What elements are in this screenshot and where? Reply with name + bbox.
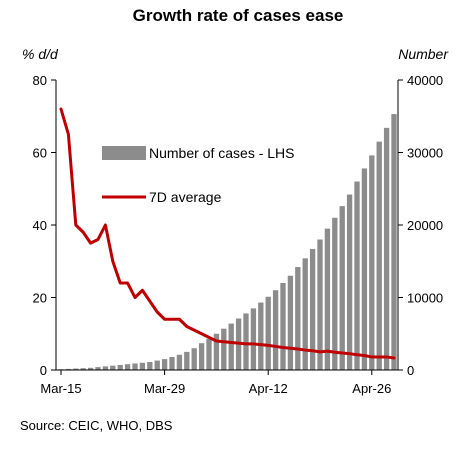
bar-42: [369, 155, 375, 370]
bar-9: [124, 364, 131, 370]
left-tick-label-20: 20: [33, 291, 47, 306]
bar-39: [346, 194, 353, 370]
left-tick-label-60: 60: [33, 146, 47, 161]
bar-18: [191, 348, 197, 370]
bar-40: [354, 181, 360, 370]
legend-label-line: 7D average: [149, 189, 222, 205]
bar-32: [295, 267, 301, 370]
bar-13: [154, 360, 160, 370]
left-axis-title: % d/d: [22, 46, 58, 62]
bar-34: [309, 248, 316, 370]
legend-swatch-bars: [102, 146, 146, 160]
bar-30: [280, 283, 286, 370]
bar-5: [95, 367, 101, 370]
bar-44: [383, 127, 390, 370]
bar-21: [213, 333, 220, 370]
bar-16: [176, 354, 183, 370]
left-tick-label-40: 40: [33, 218, 47, 233]
right-tick-label-20000: 20000: [407, 218, 443, 233]
bar-28: [265, 296, 271, 370]
bar-43: [376, 141, 382, 371]
bar-45: [391, 114, 397, 370]
right-tick-label-30000: 30000: [407, 146, 443, 161]
right-tick-label-40000: 40000: [407, 73, 443, 88]
bar-4: [87, 367, 94, 370]
bar-19: [198, 343, 205, 370]
bar-22: [221, 328, 227, 370]
left-tick-label-0: 0: [40, 363, 47, 378]
right-tick-label-0: 0: [407, 363, 414, 378]
right-tick-label-10000: 10000: [407, 291, 443, 306]
bar-29: [272, 290, 279, 370]
bar-33: [302, 258, 308, 370]
bar-37: [332, 217, 338, 370]
bar-17: [184, 351, 190, 371]
bar-36: [324, 228, 331, 371]
bar-6: [102, 366, 109, 371]
bar-15: [169, 356, 175, 370]
legend-label-bars: Number of cases - LHS: [149, 145, 295, 161]
bar-12: [147, 362, 153, 370]
bar-14: [161, 359, 168, 371]
bar-8: [117, 364, 123, 370]
bar-1: [65, 368, 72, 370]
x-tick-label-Mar-29: Mar-29: [144, 381, 185, 396]
left-tick-label-80: 80: [33, 73, 47, 88]
bar-2: [73, 368, 79, 370]
source-note: Source: CEIC, WHO, DBS: [20, 418, 173, 433]
bar-7: [110, 365, 116, 370]
bar-26: [250, 308, 257, 371]
bar-23: [228, 323, 234, 370]
bar-3: [80, 368, 86, 370]
bar-31: [287, 275, 294, 370]
bar-38: [339, 206, 345, 370]
series-line-7d-average: [59, 107, 396, 360]
x-tick-label-Mar-15: Mar-15: [40, 381, 81, 396]
right-axis-title: Number: [398, 46, 448, 62]
bar-25: [243, 313, 249, 370]
x-tick-label-Apr-12: Apr-12: [249, 381, 288, 396]
bar-41: [361, 168, 368, 370]
bar-11: [139, 362, 146, 370]
bar-35: [317, 239, 323, 370]
bar-27: [258, 302, 264, 370]
chart-title: Growth rate of cases ease: [132, 6, 344, 25]
x-tick-label-Apr-26: Apr-26: [352, 381, 391, 396]
bar-10: [132, 363, 138, 370]
bar-20: [206, 338, 212, 370]
